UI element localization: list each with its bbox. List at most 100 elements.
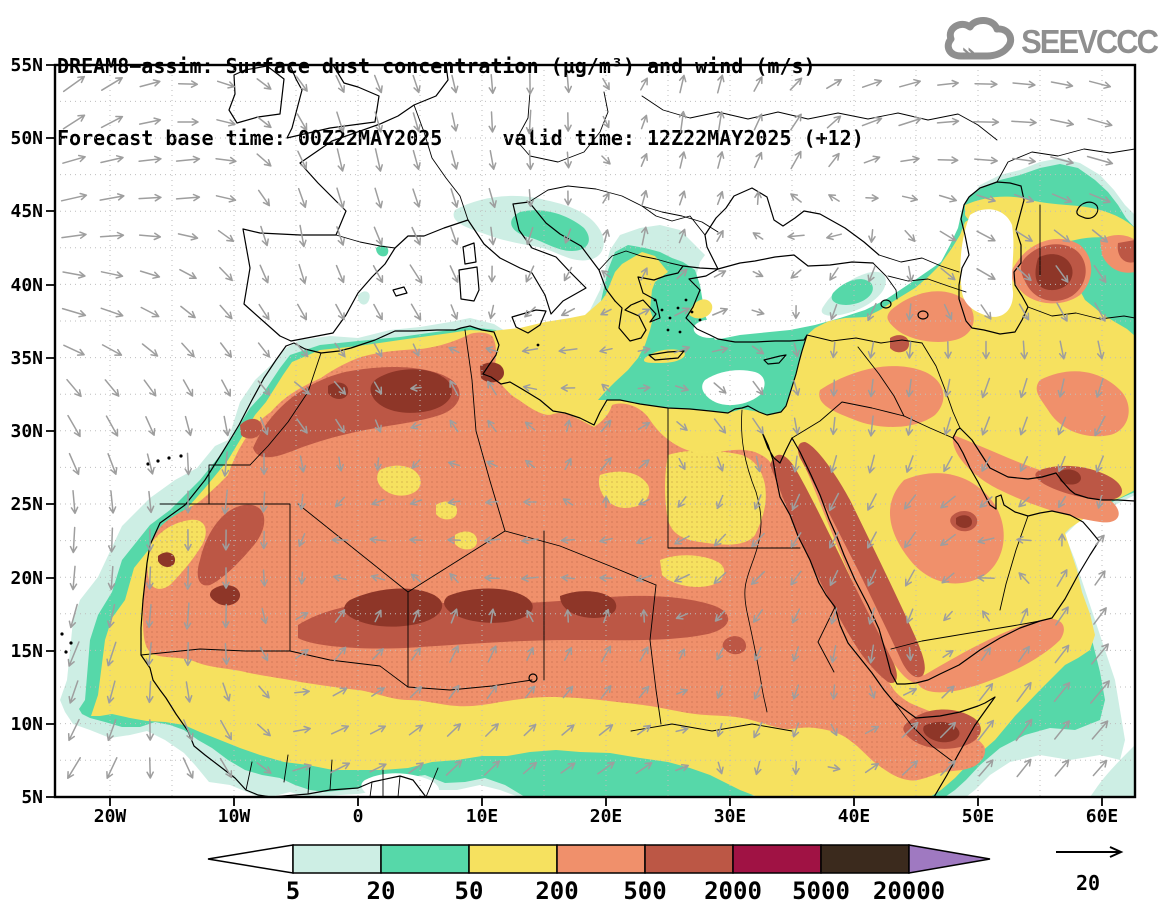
colorbar-label-5000: 5000 [792,877,850,905]
coast-britain [286,65,380,139]
lon-label-50E: 50E [962,806,995,827]
island-mallorca [392,286,408,297]
lat-label-55N: 55N [10,55,43,76]
lon-label-30E: 30E [714,806,747,827]
colorbar-label-2000: 2000 [704,877,762,905]
dust-region-level-5 [722,636,747,655]
dust-region-level-5 [770,454,897,684]
longitude-axis-labels: 20W 10W 0 10E 20E 30E 40E 50E 60E [94,806,1119,827]
lat-label-5N: 5N [21,787,43,808]
dust-region-level-1 [357,291,370,305]
colorbar-label-500: 500 [623,877,666,905]
colorbar-legend: 5 20 50 200 500 2000 5000 20000 [207,844,991,905]
dust-region-level-4 [889,473,1004,584]
lon-label-20E: 20E [590,806,623,827]
colorbar-label-20: 20 [367,877,396,905]
lon-label-10W: 10W [218,806,251,827]
colorbar-cell-20-50 [380,844,470,874]
coast-ireland [228,65,285,124]
dust-region-level-1 [1090,745,1135,797]
dust-region-level-6 [1035,254,1073,291]
dust-region-level-4 [952,435,1119,523]
dust-region-level-2 [831,279,873,305]
dust-region-level-6 [158,552,176,567]
island-crete [648,350,685,361]
island-sardinia [458,266,480,302]
colorbar-cell-2000-5000 [732,844,822,874]
dust-region-level-6 [1058,469,1081,485]
colorbar-cell-200-500 [556,844,646,874]
axis-ticks [46,64,1103,806]
coast-med-south [285,268,808,426]
wind-reference-arrow-icon [1056,846,1124,858]
dust-region-level-4 [1036,371,1129,437]
island-cyprus [763,354,787,365]
dust-region-level-5 [197,504,265,586]
dust-concentration-fills [60,158,1135,797]
wind-vector-arrows [60,73,1114,779]
small-islands [60,298,702,654]
dust-region-level-5 [240,418,262,439]
lat-label-15N: 15N [10,641,43,662]
dust-region-level-4 [887,291,974,342]
colorbar-label-200: 200 [535,877,578,905]
lat-label-35N: 35N [10,348,43,369]
lon-label-0: 0 [353,806,364,827]
colorbar-cell-5-20 [292,844,382,874]
colorbar-label-20000: 20000 [873,877,945,905]
lon-label-40E: 40E [838,806,871,827]
latitude-axis-labels: 55N 50N 45N 40N 35N 30N 25N 20N 15N 10N 5N [10,55,43,808]
river-nile [741,409,768,713]
dust-region-level-6 [480,362,504,383]
stipple-texture-overlay [143,332,986,781]
dust-region-level-6 [344,588,443,627]
lon-label-60E: 60E [1086,806,1119,827]
coast-aral [1076,201,1099,219]
lat-label-10N: 10N [10,714,43,735]
wind-reference-value: 20 [1076,871,1100,895]
dust-region-level-4 [916,618,1064,693]
lat-label-20N: 20N [10,568,43,589]
seevccc-logo: » SEEVCCC [939,16,1159,68]
colorbar-label-50: 50 [455,877,484,905]
coast-greece-aegean [614,265,719,342]
dust-region-level-6 [560,591,617,618]
coastlines-and-borders [60,65,1135,797]
lake-van [880,299,892,309]
dust-region-level-2 [511,210,589,251]
cloud-icon: » [944,17,1015,66]
colorbar-arrow-right [908,844,991,874]
graticule-gridlines [55,65,1135,797]
gridline-paths [55,65,1135,797]
country-borders [140,91,1135,797]
colorbar-arrow-left [207,844,294,874]
lat-label-50N: 50N [10,128,43,149]
lat-label-30N: 30N [10,421,43,442]
coast-italy-adriatic [467,201,616,315]
svg-text:»: » [961,38,975,66]
lon-label-20W: 20W [94,806,127,827]
logo-text: SEEVCCC [1021,22,1159,61]
lake-chad [528,673,538,683]
lake-urmia [917,310,929,320]
dust-region-level-6 [209,585,241,606]
wind-reference: 20 [1056,846,1124,895]
lat-label-40N: 40N [10,275,43,296]
coast-blacksea-north [704,187,880,270]
colorbar-cell-5000-20000 [820,844,910,874]
coast-iberia-atlantic [242,65,449,342]
dust-region-level-5 [1117,240,1135,263]
tick-marks [46,64,1103,806]
dust-region-level-5 [797,442,925,678]
coast-turkey-north [717,254,874,270]
coast-africa-atlantic [140,345,427,797]
lon-label-10E: 10E [466,806,499,827]
lat-label-25N: 25N [10,494,43,515]
island-sicily [511,309,547,334]
colorbar-label-5: 5 [286,877,300,905]
dust-region-level-6 [956,515,972,528]
colorbar-cell-500-2000 [644,844,734,874]
dust-region-level-6 [370,369,452,413]
